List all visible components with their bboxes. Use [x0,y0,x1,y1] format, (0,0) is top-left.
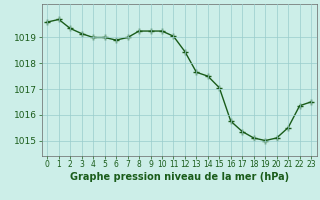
X-axis label: Graphe pression niveau de la mer (hPa): Graphe pression niveau de la mer (hPa) [70,172,289,182]
